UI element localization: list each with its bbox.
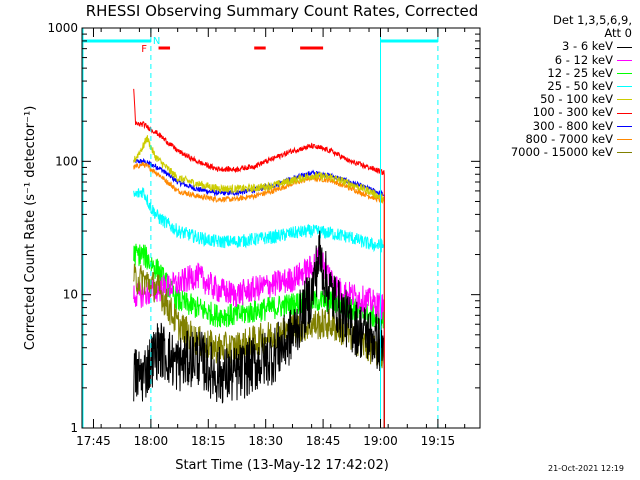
legend-entry-label: 12 - 25 keV: [547, 65, 613, 80]
legend-entry: 3 - 6 keV: [486, 40, 632, 53]
legend-entry: 7000 - 15000 keV: [486, 145, 632, 160]
legend-entry-label: 800 - 7000 keV: [525, 131, 613, 146]
legend-entry: 12 - 25 keV: [486, 65, 632, 80]
x-axis-label: Start Time (13-May-12 17:42:02): [175, 458, 389, 473]
y-tick-label: 1: [70, 421, 78, 435]
legend-entry-label: 7000 - 15000 keV: [510, 145, 613, 160]
y-tick-label: 10: [63, 288, 78, 302]
legend-header-line-2: Att 0: [604, 26, 632, 41]
annotation-layer: FN: [82, 28, 439, 428]
legend-swatch: [617, 138, 632, 140]
legend-entry-label: 25 - 50 keV: [547, 79, 613, 94]
y-axis-label: Corrected Count Rate (s⁻¹ detector⁻¹): [23, 106, 38, 351]
series-line: [133, 88, 385, 428]
x-tick-label: 18:30: [248, 434, 283, 448]
legend-swatch: [617, 72, 632, 74]
legend-swatch: [617, 59, 632, 61]
y-tick-label: 1000: [47, 21, 78, 35]
legend-entry: 100 - 300 keV: [486, 106, 632, 119]
legend-entry-label: 3 - 6 keV: [562, 39, 613, 54]
x-tick-label: 18:15: [191, 434, 226, 448]
legend-entries: 3 - 6 keV 6 - 12 keV 12 - 25 keV 25 - 50 ke…: [486, 40, 632, 159]
axis-layer: 1 10 100 1000 17:45 18:00 18:15 18:30 18:45 19:00…: [47, 21, 481, 448]
legend-swatch: [617, 86, 632, 88]
series-line: [133, 187, 385, 428]
legend-entry: 6 - 12 keV: [486, 52, 632, 67]
legend-swatch: [617, 152, 632, 154]
x-tick-label: 18:00: [134, 434, 169, 448]
generation-timestamp: 21-Oct-2021 12:19: [548, 464, 624, 473]
legend-entry-label: 50 - 100 keV: [540, 92, 613, 107]
legend-entry-label: 100 - 300 keV: [532, 105, 613, 120]
series-line: [133, 230, 385, 428]
x-tick-label: 19:00: [363, 434, 398, 448]
legend-entry: 25 - 50 keV: [486, 79, 632, 94]
legend-entry-label: 6 - 12 keV: [554, 52, 613, 67]
legend-header-line-1: Det 1,3,5,6,9,: [553, 13, 632, 27]
legend-entry: 300 - 800 keV: [486, 118, 632, 133]
legend-swatch: [617, 46, 632, 48]
legend-entry-label: 300 - 800 keV: [532, 118, 613, 133]
flag-letter: N: [153, 36, 160, 47]
series-line: [133, 135, 385, 428]
legend-entry: 50 - 100 keV: [486, 93, 632, 106]
legend-swatch: [617, 125, 632, 127]
x-tick-label: 18:45: [306, 434, 341, 448]
flag-letter: F: [141, 44, 147, 55]
x-tick-label: 17:45: [76, 434, 111, 448]
series-line: [133, 161, 385, 428]
series-line: [133, 244, 385, 428]
x-tick-label: 19:15: [421, 434, 456, 448]
legend-swatch: [617, 99, 632, 101]
legend: Det 1,3,5,6,9, Att 0 3 - 6 keV 6 - 12 keV…: [486, 13, 632, 159]
y-tick-label: 100: [55, 154, 78, 168]
legend-swatch: [617, 112, 632, 114]
series-layer: [133, 88, 385, 428]
plot-frame: [81, 27, 481, 429]
legend-entry: 800 - 7000 keV: [486, 131, 632, 146]
chart-title: RHESSI Observing Summary Count Rates, Co…: [86, 2, 479, 20]
